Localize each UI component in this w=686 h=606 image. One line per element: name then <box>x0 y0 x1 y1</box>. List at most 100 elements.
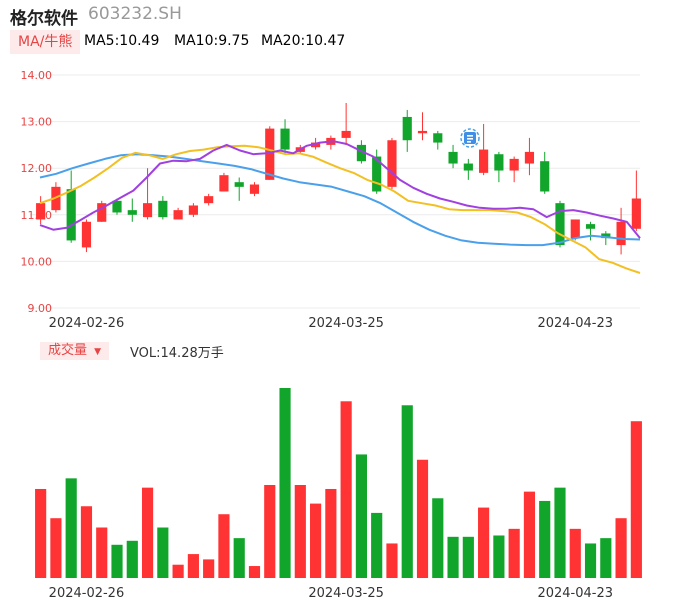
y-tick-label: 13.00 <box>21 116 53 129</box>
volume-bar <box>539 500 551 578</box>
candle-body <box>204 196 214 204</box>
candle-body <box>524 151 535 164</box>
ma-toggle-button[interactable]: MA/牛熊 <box>10 30 81 54</box>
ma20-label: MA20:10.47 <box>261 33 346 49</box>
x-tick-label: 2024-04-23 <box>537 316 613 331</box>
volume-bar <box>157 527 169 578</box>
candle-body <box>479 149 489 173</box>
volume-bar <box>340 401 352 578</box>
candle-body <box>509 158 519 171</box>
volume-bar <box>371 512 383 578</box>
volume-bar <box>233 538 245 578</box>
volume-bar <box>508 528 520 578</box>
volume-bar <box>325 488 337 578</box>
candle-body <box>265 128 275 180</box>
candle-body <box>158 200 168 218</box>
x-tick-label: 2024-04-23 <box>537 586 613 601</box>
candle-body <box>234 182 244 187</box>
candle-body <box>631 198 641 229</box>
volume-bar <box>478 507 490 578</box>
volume-bar <box>218 514 230 578</box>
volume-bar <box>432 498 444 578</box>
candle-body <box>66 189 76 241</box>
volume-bar <box>248 566 261 578</box>
volume-bar <box>96 527 108 578</box>
volume-bar <box>523 491 536 578</box>
volume-bar <box>401 405 413 578</box>
volume-bar <box>493 535 505 578</box>
candle-body <box>372 156 382 192</box>
volume-bar <box>310 503 322 578</box>
moving-average-lines <box>39 140 641 274</box>
candle-body <box>463 163 473 171</box>
ma5-line <box>39 140 641 239</box>
candle-body <box>280 128 290 150</box>
volume-bar <box>569 528 581 578</box>
candle-body <box>555 203 565 246</box>
x-tick-label: 2024-03-25 <box>308 586 384 601</box>
volume-indicator-label: 成交量 <box>48 343 88 358</box>
candle-body <box>540 161 550 192</box>
candle-body <box>356 144 366 162</box>
volume-bar <box>203 559 215 578</box>
candle-body <box>219 175 229 192</box>
volume-bar <box>35 488 47 578</box>
caret-down-icon: ▼ <box>94 347 102 357</box>
candle-body <box>81 221 92 248</box>
volume-bar <box>65 478 77 578</box>
candle-body <box>188 205 198 215</box>
candle-body <box>448 151 458 164</box>
volume-bar <box>50 518 62 578</box>
candles <box>36 102 641 255</box>
candle-body <box>387 140 397 187</box>
volume-bar <box>126 540 138 578</box>
volume-bar <box>279 388 291 578</box>
y-tick-label: 10.00 <box>21 255 53 268</box>
stock-name: 格尔软件 <box>10 9 78 29</box>
ma10-line <box>39 144 641 274</box>
volume-bar <box>554 487 566 578</box>
volume-bar <box>111 544 123 578</box>
candle-body <box>142 203 153 218</box>
volume-value-label: VOL:14.28万手 <box>130 346 224 361</box>
stock-code: 603232.SH <box>88 4 182 24</box>
volume-bar <box>630 421 642 578</box>
candle-body <box>127 210 137 215</box>
volume-bar <box>584 543 597 578</box>
y-tick-label: 9.00 <box>28 302 53 315</box>
volume-bar <box>462 536 474 578</box>
candle-body <box>402 116 412 141</box>
candle-body <box>585 224 596 229</box>
candle-body <box>311 142 321 148</box>
volume-bar <box>615 518 627 578</box>
y-tick-label: 12.00 <box>21 162 53 175</box>
candle-body <box>36 203 46 220</box>
candle-body <box>570 219 580 239</box>
volume-bar <box>172 564 184 578</box>
volume-bar <box>294 484 306 578</box>
y-tick-label: 14.00 <box>21 69 53 82</box>
volume-bar <box>386 543 398 578</box>
candle-body <box>494 154 504 171</box>
candle-body <box>173 210 183 220</box>
ma5-label: MA5:10.49 <box>84 33 160 49</box>
date-axis-ticks: 2024-02-26 2024-02-26 2024-03-25 2024-03-25… <box>49 316 613 601</box>
volume-bar <box>264 484 276 578</box>
candle-body <box>616 221 626 246</box>
ma10-label: MA10:9.75 <box>174 33 250 49</box>
candle-body <box>417 130 428 134</box>
volume-bar <box>355 454 367 578</box>
news-marker-icon[interactable] <box>460 128 480 148</box>
volume-bar <box>416 459 429 578</box>
volume-bars <box>35 388 642 578</box>
volume-bar <box>187 554 199 578</box>
x-tick-label: 2024-03-25 <box>308 316 384 331</box>
volume-bar <box>141 487 154 578</box>
volume-bar <box>447 536 459 578</box>
volume-bar <box>600 538 612 578</box>
candle-body <box>601 233 611 239</box>
candle-body <box>341 130 351 138</box>
volume-indicator-dropdown[interactable]: 成交量 ▼ <box>40 342 110 360</box>
